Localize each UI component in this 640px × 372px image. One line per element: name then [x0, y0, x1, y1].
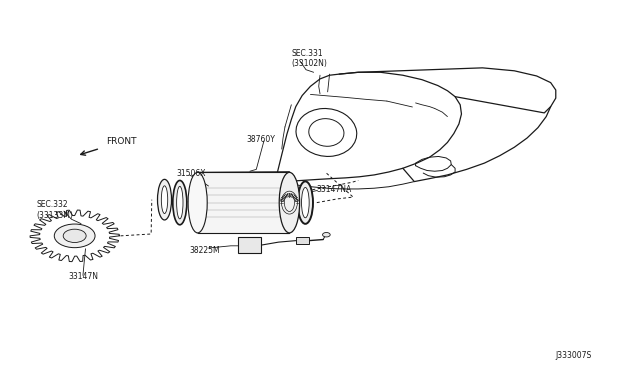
Circle shape: [54, 224, 95, 248]
Bar: [198, 172, 289, 233]
Text: 38760Y: 38760Y: [246, 135, 276, 144]
Text: 31506X: 31506X: [177, 169, 206, 177]
Ellipse shape: [173, 180, 187, 225]
Circle shape: [63, 229, 86, 243]
Ellipse shape: [279, 172, 300, 233]
Bar: [239, 237, 261, 253]
Ellipse shape: [301, 187, 309, 218]
Text: 33147N: 33147N: [68, 272, 99, 281]
Ellipse shape: [188, 172, 207, 233]
Ellipse shape: [298, 182, 313, 224]
Text: SEC.332
(33133M): SEC.332 (33133M): [36, 200, 74, 220]
Ellipse shape: [157, 179, 172, 220]
Ellipse shape: [161, 186, 168, 214]
Text: SEC.331
(33102N): SEC.331 (33102N): [291, 49, 327, 68]
Text: FRONT: FRONT: [106, 137, 137, 146]
Circle shape: [323, 232, 330, 237]
Text: 33147NA: 33147NA: [317, 185, 352, 194]
Text: J333007S: J333007S: [556, 350, 592, 360]
Bar: [296, 237, 308, 244]
Text: 38225M: 38225M: [189, 246, 220, 255]
Ellipse shape: [177, 186, 183, 219]
